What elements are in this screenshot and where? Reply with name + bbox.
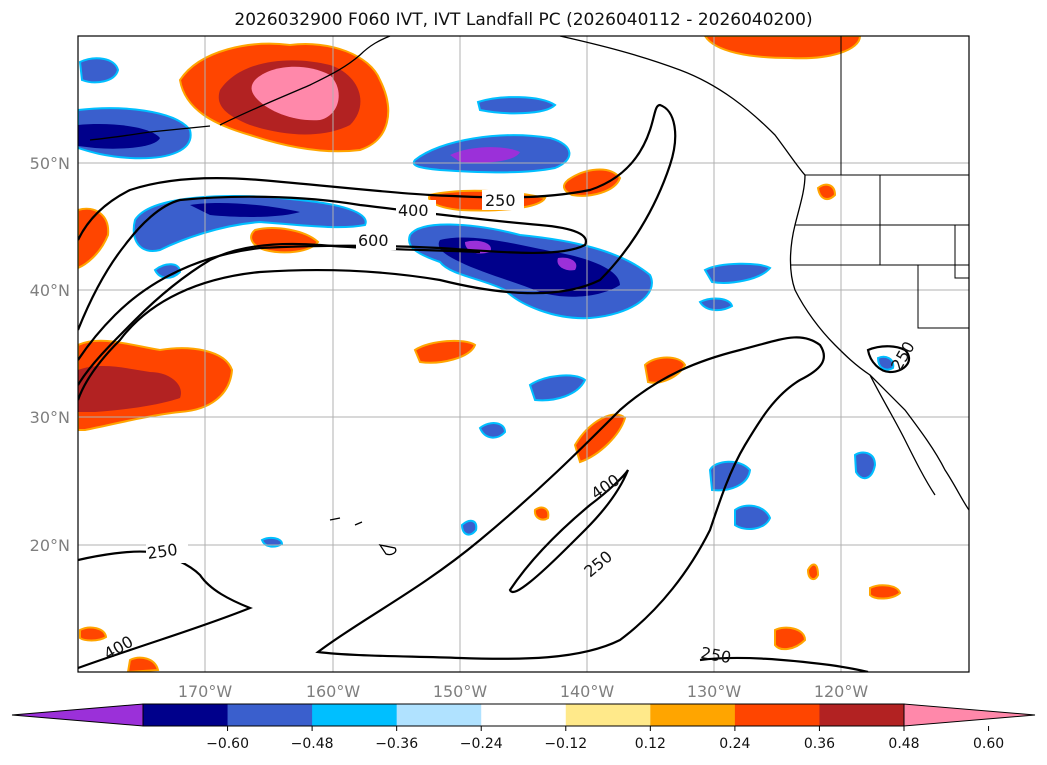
colorbar-border <box>142 703 905 727</box>
colorbar-extend-low <box>11 703 144 727</box>
baja-california <box>869 374 936 496</box>
negative-anomaly-small-10 <box>460 519 478 536</box>
state-borders <box>790 36 969 329</box>
positive-anomaly-small-6 <box>869 584 902 600</box>
map-frame <box>77 35 970 673</box>
contour-250-subtropic <box>315 336 825 660</box>
positive-anomaly-west-subtropic-core <box>78 366 181 412</box>
contour-250-north <box>78 103 677 401</box>
positive-anomaly-small-5 <box>774 626 807 651</box>
alaska-southeast-coast <box>559 36 806 176</box>
lon-label-120w: 120°W <box>814 682 869 701</box>
colorbar-segment <box>143 704 229 726</box>
colorbar-tick-label: −0.12 <box>544 736 587 752</box>
negative-anomaly-small-5 <box>703 262 772 284</box>
lon-label-150w: 150°W <box>433 682 488 701</box>
aleutian-islands <box>89 125 211 141</box>
contour-250-southwest <box>78 550 253 670</box>
negative-anomaly-small-7 <box>853 451 877 480</box>
colorbar-tick-label: 0.60 <box>973 736 1004 752</box>
positive-anomaly-small-2 <box>643 356 687 384</box>
negative-anomaly-far-nw <box>78 57 120 84</box>
lat-label-40n: 40°N <box>30 281 70 300</box>
lat-label-20n: 20°N <box>30 536 70 555</box>
negative-anomaly-north-pacific-core <box>450 147 520 163</box>
contour-250-coast <box>866 345 911 374</box>
negative-anomaly-central-peak-2 <box>557 257 577 271</box>
contour-label-400-top: 400 <box>398 201 429 220</box>
colorbar-segment <box>227 704 313 726</box>
colorbar-segment <box>312 704 398 726</box>
alaska-peninsula <box>219 36 391 126</box>
colorbar-extend-high <box>903 703 1036 727</box>
north-america-west-coast <box>789 174 969 511</box>
contour-400-subtropic <box>508 469 630 594</box>
lon-label-160w: 160°W <box>306 682 361 701</box>
latitude-labels: 50°N 40°N 30°N 20°N <box>30 154 70 555</box>
longitude-labels: 170°W 160°W 150°W 140°W 130°W 120°W <box>178 682 869 701</box>
contour-250-south <box>699 656 869 672</box>
colorbar-segment <box>734 704 820 726</box>
colorbar-segment <box>650 704 736 726</box>
positive-anomaly-gulf-alaska-peak <box>251 66 339 121</box>
contour-label-250-top: 250 <box>485 191 516 210</box>
positive-anomaly-small-4 <box>533 506 550 521</box>
map-title: 2026032900 F060 IVT, IVT Landfall PC (20… <box>234 10 813 30</box>
ivt-shading <box>78 36 902 672</box>
contour-label-250-left: 250 <box>146 540 179 563</box>
negative-anomaly-small-1 <box>528 374 587 402</box>
contour-label-600: 600 <box>358 231 389 250</box>
positive-anomaly-small-9 <box>806 563 820 581</box>
lon-label-130w: 130°W <box>687 682 742 701</box>
colorbar-segment <box>396 704 482 726</box>
colorbar-tick-label: −0.60 <box>206 736 249 752</box>
negative-anomaly-midlat-core <box>190 202 300 217</box>
lon-label-140w: 140°W <box>560 682 615 701</box>
colorbar-tick-label: −0.36 <box>375 736 418 752</box>
colorbar: −0.60 −0.48 −0.36 −0.24 −0.12 0.12 0.24 0.36 0.4… <box>11 703 1036 752</box>
negative-anomaly-small-3 <box>734 504 772 531</box>
colorbar-segment <box>481 704 567 726</box>
colorbar-tick-label: 0.12 <box>635 736 666 752</box>
coastlines <box>89 36 969 556</box>
negative-anomaly-small-11 <box>876 355 895 371</box>
positive-anomaly-small-7 <box>79 626 108 642</box>
lat-label-30n: 30°N <box>30 408 70 427</box>
hawaii-islands <box>329 517 397 556</box>
positive-anomaly-coastal-north <box>562 168 622 197</box>
positive-anomaly-northeast <box>703 36 862 60</box>
positive-anomaly-west-edge <box>78 207 110 270</box>
lon-label-170w: 170°W <box>178 682 233 701</box>
negative-anomaly-small-6 <box>698 297 734 312</box>
negative-anomaly-small-4 <box>478 422 507 439</box>
positive-anomaly-small-10 <box>816 183 837 201</box>
positive-anomaly-small-8 <box>126 656 160 672</box>
colorbar-tick-label: −0.24 <box>460 736 503 752</box>
colorbar-tick-label: 0.24 <box>719 736 750 752</box>
colorbar-segment <box>565 704 651 726</box>
colorbar-tick-label: 0.36 <box>804 736 835 752</box>
negative-anomaly-small-8 <box>153 263 182 279</box>
negative-anomaly-north-small <box>476 96 557 115</box>
contour-400-north <box>78 195 588 361</box>
colorbar-segment <box>819 704 905 726</box>
colorbar-tick-label: −0.48 <box>291 736 334 752</box>
colorbar-tick-label: 0.48 <box>888 736 919 752</box>
lat-label-50n: 50°N <box>30 154 70 173</box>
